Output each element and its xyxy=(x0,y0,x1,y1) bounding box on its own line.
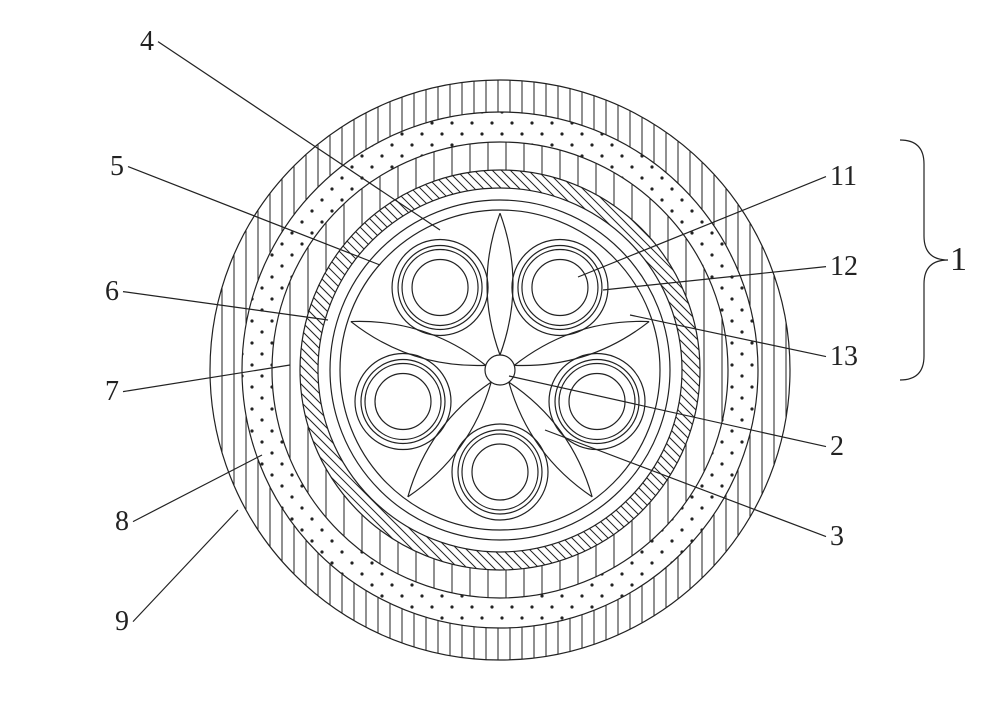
callout-label-2: 2 xyxy=(830,431,844,462)
conductor xyxy=(512,239,608,335)
callout-label-5: 5 xyxy=(110,151,124,182)
leader-line xyxy=(133,510,238,622)
leader-line xyxy=(158,42,440,230)
callout-label-6: 6 xyxy=(105,276,119,307)
rib-edge xyxy=(500,213,513,355)
layer-boundary xyxy=(210,80,790,660)
conductor xyxy=(392,239,488,335)
layer-boundary xyxy=(242,112,758,628)
leader-line xyxy=(123,365,290,392)
callout-label-7: 7 xyxy=(105,376,119,407)
callout-label-8: 8 xyxy=(115,506,129,537)
group-brace xyxy=(900,140,948,380)
core-region xyxy=(351,213,649,520)
leader-line xyxy=(630,315,826,357)
leader-line xyxy=(123,292,328,320)
leader-line xyxy=(133,455,262,522)
leader-line xyxy=(128,167,380,265)
rib-edge xyxy=(487,213,500,355)
callout-label-4: 4 xyxy=(140,26,154,57)
callout-label-13: 13 xyxy=(830,341,858,372)
callout-label-3: 3 xyxy=(830,521,844,552)
callout-label-11: 11 xyxy=(830,161,857,192)
callout-label-9: 9 xyxy=(115,606,129,637)
leader-line xyxy=(603,267,826,290)
central-hub xyxy=(485,355,515,385)
cable-cross-section-diagram: 4 5 6 7 8 9 11 12 13 2 3 1 xyxy=(0,0,1000,725)
group-brace-label: 1 xyxy=(950,241,967,278)
callout-label-12: 12 xyxy=(830,251,858,282)
callouts: 4 5 6 7 8 9 11 12 13 2 3 xyxy=(105,26,858,637)
